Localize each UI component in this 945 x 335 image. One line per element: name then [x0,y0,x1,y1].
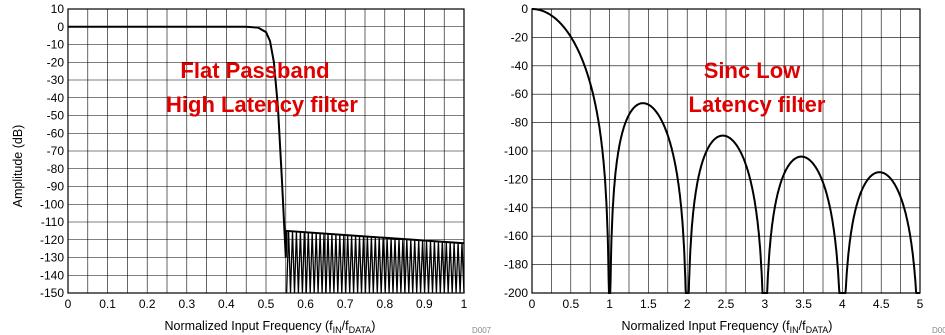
chart1-annotation-line2: High Latency filter [166,92,358,117]
y-tick-label: -80 [511,116,529,130]
x-tick-label: 0.3 [178,297,195,311]
x-tick-label: 5 [917,297,924,311]
chart2-x-ticks: 0 0.5 1 1.5 2 2.5 3 3.5 4 4.5 5 [529,297,924,311]
y-tick-label: -20 [47,55,65,69]
sinc-curve [532,8,920,294]
x-tick-label: 0.9 [416,297,433,311]
y-tick-label: -80 [47,162,65,176]
y-tick-label: -90 [47,180,65,194]
x-tick-label: 0.1 [99,297,116,311]
x-tick-label: 1 [461,297,468,311]
chart2-grid [531,8,921,294]
y-tick-label: -60 [47,126,65,140]
chart2-annotation-line1: Sinc Low [704,58,801,83]
x-tick-label: 0 [65,297,72,311]
chart1-curve [68,25,465,294]
x-tick-label: 3 [761,297,768,311]
x-tick-label: 0.4 [218,297,235,311]
x-tick-label: 0.7 [337,297,354,311]
x-tick-label: 2 [684,297,691,311]
x-tick-label: 0.6 [297,297,314,311]
chart-flat-passband: 100-10-20-30-40-50-60-70-80-90-100-110-1… [11,2,492,335]
x-tick-label: 1.5 [640,297,657,311]
y-tick-label: -120 [40,233,64,247]
chart2-frame [531,8,921,294]
y-tick-label: -20 [511,30,529,44]
y-tick-label: -50 [47,109,65,123]
y-tick-label: -30 [47,73,65,87]
chart1-frame [67,8,465,294]
chart1-annotation-line1: Flat Passband [180,58,329,83]
x-tick-label: 1 [606,297,613,311]
stopband-ripple [285,230,465,294]
y-tick-label: -150 [40,286,64,300]
y-tick-label: -120 [504,172,528,186]
y-tick-label: -180 [504,258,528,272]
y-tick-label: -70 [47,144,65,158]
y-tick-label: -140 [40,268,64,282]
y-tick-label: -10 [47,38,65,52]
chart1-ylabel: Amplitude (dB) [11,125,25,208]
chart1-xlabel: Normalized Input Frequency (fIN/fDATA) [165,319,376,335]
y-tick-label: -160 [504,229,528,243]
y-tick-label: -60 [511,87,529,101]
y-tick-label: -100 [40,197,64,211]
passband-curve [68,25,465,258]
x-tick-label: 3.5 [795,297,812,311]
x-tick-label: 0.8 [376,297,393,311]
x-tick-label: 0 [529,297,536,311]
chart2-annotation-line2: Latency filter [689,92,826,117]
y-tick-label: -140 [504,201,528,215]
y-tick-label: -110 [41,215,64,229]
y-tick-label: -40 [47,91,65,105]
y-tick-label: -200 [504,286,528,300]
y-tick-label: 0 [521,2,528,16]
y-tick-label: -130 [40,251,64,265]
chart2-figure-code: D001 [932,326,945,335]
chart1-grid [67,8,465,294]
chart1-y-ticks: 10 0 -10 -20 -30 -40 -50 -60 -70 -80 -90 -100 -110 -1… [40,2,64,300]
chart1-x-ticks: 0 0.1 0.2 0.3 0.4 0.5 0.6 0.7 0.8 0.9 1 [65,297,468,311]
y-tick-label: -40 [511,59,529,73]
x-tick-label: 2.5 [718,297,735,311]
x-tick-label: 4.5 [873,297,890,311]
chart2-curve [532,8,920,294]
chart1-figure-code: D007 [472,326,492,335]
x-tick-label: 0.5 [562,297,579,311]
chart2-xlabel: Normalized Input Frequency (fIN/fDATA) [622,319,833,335]
x-tick-label: 0.2 [139,297,156,311]
y-tick-label: 0 [57,20,64,34]
x-tick-label: 0.5 [258,297,275,311]
x-tick-label: 4 [839,297,846,311]
y-tick-label: 10 [51,2,65,16]
y-tick-label: -100 [504,144,528,158]
chart2-y-ticks: 0 -20 -40 -60 -80 -100 -120 -140 -160 -180 -200 [504,2,528,300]
